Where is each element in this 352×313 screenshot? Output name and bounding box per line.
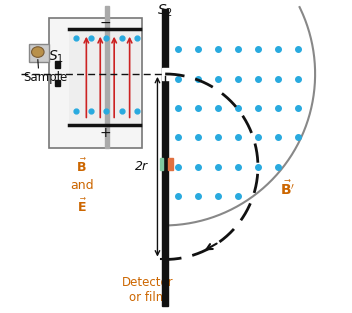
Bar [29, 44, 49, 62]
Bar [55, 80, 61, 86]
Text: 2$r$: 2$r$ [134, 160, 150, 173]
Bar [105, 6, 109, 148]
Bar [55, 61, 61, 68]
Bar [162, 69, 169, 80]
Bar [162, 9, 168, 306]
Text: Detector
or film: Detector or film [122, 276, 174, 305]
Text: $S_2$: $S_2$ [157, 3, 173, 19]
Text: $\vec{\mathbf{B}}$
and
$\vec{\mathbf{E}}$: $\vec{\mathbf{B}}$ and $\vec{\mathbf{E}}… [70, 157, 94, 215]
Bar [69, 29, 140, 125]
Text: $+$: $+$ [99, 126, 111, 140]
Bar [168, 158, 173, 171]
Text: Sample: Sample [23, 71, 67, 85]
Text: $S_1$: $S_1$ [48, 48, 64, 65]
Bar [49, 18, 142, 148]
Ellipse shape [32, 47, 44, 57]
Text: $\vec{\mathbf{B}}'$: $\vec{\mathbf{B}}'$ [279, 179, 295, 198]
Text: $-$: $-$ [99, 14, 111, 28]
Bar [160, 158, 163, 171]
